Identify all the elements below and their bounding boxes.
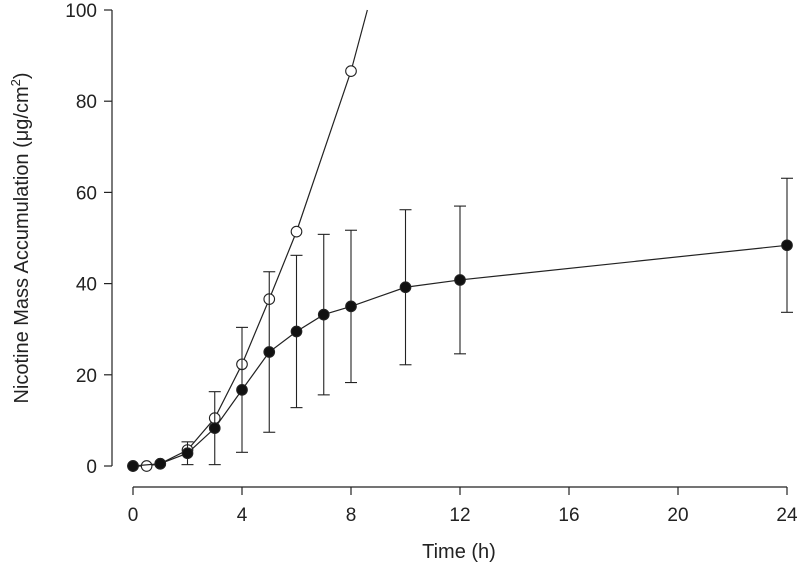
data-point — [290, 225, 303, 238]
data-point — [317, 308, 330, 321]
y-tick-label: 80 — [76, 92, 97, 113]
data-point — [454, 274, 466, 286]
data-point — [781, 239, 793, 252]
y-tick-label: 60 — [76, 183, 97, 204]
data-point — [181, 447, 194, 460]
data-point — [345, 65, 357, 77]
x-tick-label: 4 — [237, 505, 248, 526]
data-point — [127, 460, 139, 472]
data-point — [263, 346, 276, 358]
y-axis-title-main: Nicotine Mass Accumulation (μg/cm — [11, 86, 33, 403]
y-axis-title-superscript: 2 — [8, 79, 23, 86]
data-point — [290, 325, 303, 338]
data-point — [345, 300, 357, 313]
y-tick-label: 20 — [76, 366, 97, 387]
axes: 0 20 40 60 80 100 0 4 8 12 16 20 24 — [65, 1, 798, 526]
series-open — [127, 9, 368, 472]
data-point — [236, 383, 248, 396]
data-point — [399, 281, 412, 294]
x-axis-title: Time (h) — [422, 541, 496, 563]
data-point — [208, 422, 221, 435]
x-tick-label: 8 — [346, 505, 357, 526]
x-tick-label: 16 — [558, 505, 579, 526]
y-axis-title-close: ) — [11, 72, 33, 79]
x-tick-label: 24 — [776, 505, 798, 526]
series-line — [133, 9, 368, 467]
series-filled — [127, 177, 793, 472]
x-tick-label: 20 — [667, 505, 688, 526]
y-tick-label: 0 — [86, 457, 97, 478]
y-axis-title: Nicotine Mass Accumulation (μg/cm2) — [8, 72, 33, 403]
data-point — [154, 457, 167, 470]
data-point — [140, 460, 153, 472]
y-tick-label: 40 — [76, 275, 97, 296]
chart-marks — [127, 9, 793, 472]
x-tick-label: 12 — [449, 505, 470, 526]
y-tick-label: 100 — [65, 1, 97, 22]
x-tick-label: 0 — [128, 505, 139, 526]
